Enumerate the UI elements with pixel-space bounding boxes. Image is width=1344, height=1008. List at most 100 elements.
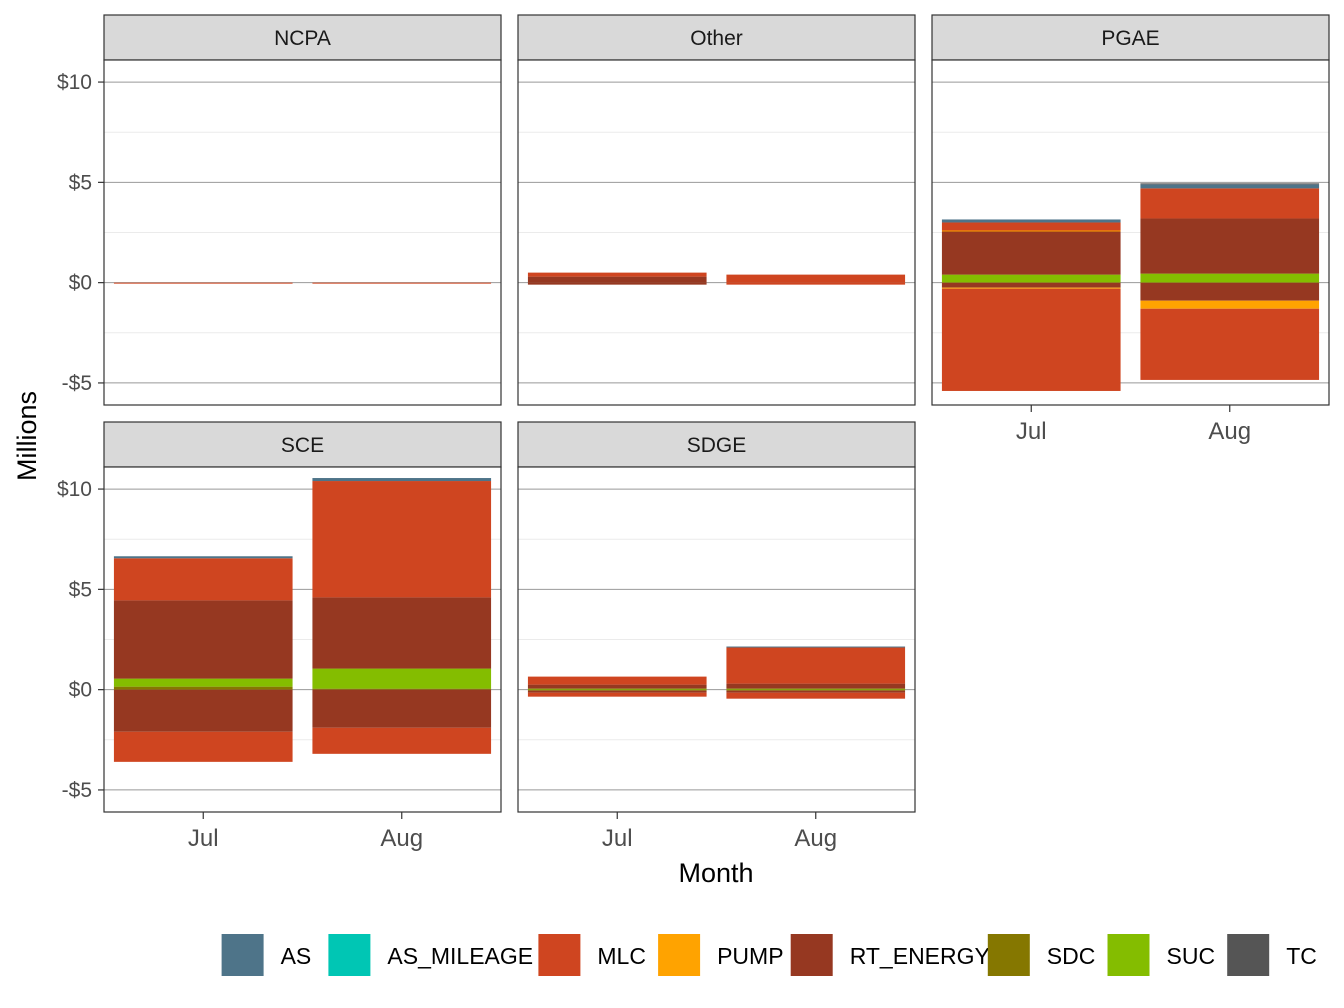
legend-item-suc: SUC [1107,934,1216,976]
bar-segment-suc [1140,273,1320,283]
bar-segment-mlc [726,282,906,285]
y-axis-title: Millions [12,391,42,481]
legend-label: RT_ENERGY [850,943,990,969]
bar-segment-mlc [941,222,1121,231]
y-tick-label: -$5 [62,372,92,395]
facet-ncpa: NCPA -$5 $0 $5 $10 [57,14,502,406]
bar-segment-sdc [726,689,906,691]
y-tick-label: -$5 [62,779,92,802]
y-tick-label: $10 [57,71,92,94]
legend-item-pump: PUMP [658,934,784,976]
bar-segment-as [312,478,492,482]
y-tick-label: $0 [69,679,92,702]
bar-segment-as [1140,184,1320,189]
panel-border [931,59,1330,406]
panel-border [517,59,916,406]
bar-segment-mlc [527,676,707,685]
bar-segment-rt_energy [312,689,492,728]
facet-strip-label: SCE [281,434,324,457]
facet-strip [517,14,916,61]
bar-segment-mlc [941,288,1121,391]
legend-item-tc: TC [1227,934,1317,976]
legend-key [790,934,833,976]
legend-key [221,934,264,976]
bar-segment-as [726,646,906,648]
legend-item-sdc: SDC [987,934,1096,976]
bar-segment-sdc [113,686,293,690]
bar-segment-rt_energy [726,690,906,693]
bar-segment-suc [726,688,906,690]
bar-segment-pump [1140,300,1320,309]
bar-segment-as [941,219,1121,223]
legend-label: SDC [1047,943,1096,969]
facet-strip [103,14,502,61]
bar-segment-mlc [113,558,293,601]
legend-label: SUC [1167,943,1216,969]
legend-label: AS_MILEAGE [387,943,533,969]
bar-segment-mlc [726,274,906,283]
facet-strip-label: PGAE [1101,27,1159,50]
x-tick-label: Aug [380,825,423,852]
x-tick-label: Jul [1016,418,1047,445]
bar-segment-tc [1140,183,1320,185]
legend-label: PUMP [717,943,783,969]
bar-segment-suc [312,668,492,689]
facet-pgae: PGAE Jul Aug [931,14,1330,445]
bar-segment-rt_energy [941,231,1121,275]
bar-segment-rt_energy [1140,218,1320,274]
facet-other: Other [517,14,916,406]
legend-key [538,934,581,976]
legend-item-mlc: MLC [538,934,646,976]
bar-segment-rt_energy [726,683,906,689]
bar-segment-suc [941,274,1121,283]
facet-sce: SCE -$5 $0 $5 $10 Jul Aug [57,421,502,852]
bar-segment-pump [941,287,1121,289]
bar-segment-rt_energy [527,276,707,283]
bar-segment-suc [527,688,707,690]
legend-key [328,934,371,976]
bar-segment-rt_energy [941,282,1121,288]
bar-segment-rt_energy [1140,282,1320,301]
bar-segment-mlc [312,727,492,754]
bar-segment-suc [113,678,293,687]
bar-segment-rt_energy [312,597,492,669]
legend-item-as: AS [221,934,312,976]
bar-segment-mlc [113,282,293,284]
bar-segment-mlc [1140,308,1320,380]
legend-label: TC [1286,943,1317,969]
y-tick-label: $5 [69,578,92,601]
facet-strip [517,421,916,468]
facet-strip-label: Other [690,27,743,50]
bar-segment-mlc [527,692,707,697]
panel-border [103,59,502,406]
bar-segment-rt_energy [527,684,707,689]
facet-strip-label: NCPA [274,27,331,50]
bar-segment-mlc [726,647,906,684]
bar-segment-rt_energy [113,689,293,732]
bar-segment-mlc [527,272,707,277]
facet-strip [103,421,502,468]
facet-sdge: SDGE Jul Aug [517,421,916,852]
legend-key [1227,934,1270,976]
bar-segment-rt_energy [113,600,293,679]
x-tick-label: Jul [188,825,219,852]
bar-segment-rt_energy [527,690,707,693]
x-tick-label: Jul [602,825,633,852]
legend-item-rt_energy: RT_ENERGY [790,934,990,976]
legend-key [658,934,701,976]
legend-key [987,934,1030,976]
panel-border [103,466,502,813]
y-tick-label: $5 [69,171,92,194]
panel-border [517,466,916,813]
facet-strip [931,14,1330,61]
legend-label: MLC [597,943,646,969]
bar-segment-mlc [113,731,293,762]
bar-segment-mlc [726,692,906,699]
y-tick-label: $10 [57,478,92,501]
bar-segment-as [113,556,293,559]
legend: AS AS_MILEAGE MLC PUMP RT_ENERGY SDC SUC TC [221,934,1317,976]
bar-segment-pump [941,230,1121,232]
legend-label: AS [281,943,312,969]
x-tick-label: Aug [794,825,837,852]
